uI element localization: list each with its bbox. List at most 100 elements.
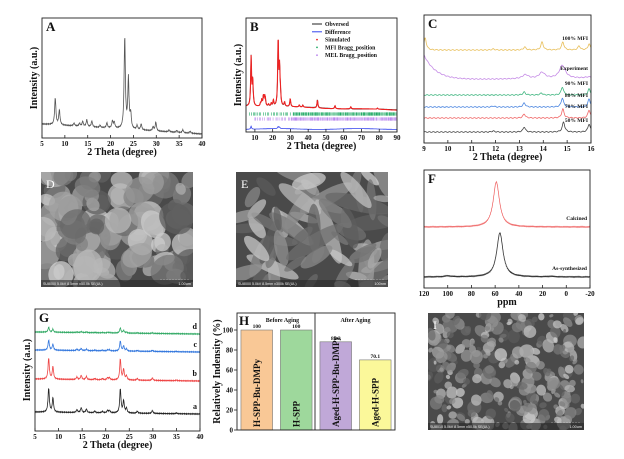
sem-particle — [523, 357, 531, 363]
panel-letter: A — [46, 19, 56, 34]
sem-particle — [110, 172, 133, 189]
sem-particle — [572, 359, 578, 365]
sem-particle — [570, 393, 581, 404]
sem-particle — [104, 207, 132, 234]
x-tick-label: 40 — [515, 290, 523, 298]
sem-image-d: SU8000 5.0kV 8.5mm x50.0k SE(UL) 1.00um D — [41, 172, 193, 287]
sem-particle — [569, 379, 576, 387]
bar-category-label: H-SPP — [291, 400, 301, 427]
sem-particle — [428, 327, 436, 341]
sem-particle — [546, 368, 552, 374]
sem-particle — [469, 349, 483, 365]
bar-value-label: 88.2 — [331, 336, 341, 342]
sem-particle — [244, 186, 261, 208]
sem-image-i: SU8010 5.0kV 8.5mm x50.0k SE(UL) 1.00um I — [428, 313, 584, 430]
group-label: After Aging — [340, 318, 370, 324]
sem-particle — [553, 344, 564, 355]
sem-texture — [428, 313, 584, 430]
series-line-c — [34, 339, 201, 354]
panel-letter: E — [241, 177, 248, 191]
sem-particle — [434, 395, 445, 404]
sem-particle — [498, 337, 504, 343]
sem-particle — [538, 313, 545, 321]
sem-particle — [494, 348, 508, 362]
sem-particle — [340, 172, 372, 209]
x-tick-label: 60 — [340, 134, 348, 142]
panel-letter: C — [428, 16, 437, 31]
sem-particle — [554, 392, 561, 398]
legend-entry: MFI Bragg_position — [325, 45, 376, 51]
sem-texture — [41, 172, 193, 287]
bar-category-label: Aged-H-SPP-Bu-DMPy — [331, 336, 341, 427]
sem-particle — [461, 339, 472, 348]
sem-particle — [560, 323, 569, 333]
x-tick-label: 25 — [130, 140, 138, 148]
legend-swatch — [316, 38, 318, 41]
series-label: Experiment — [560, 66, 588, 72]
sem-particle — [256, 177, 276, 196]
sem-particle — [464, 325, 472, 334]
bar — [280, 329, 313, 431]
chart-panel-h: 100 H-SPP-Bu-DMPy 100 H-SPP 88.2Aged-H-SPP-B… — [212, 312, 396, 435]
sem-particle — [503, 379, 513, 389]
y-axis-label: Intensity (a.u.) — [233, 44, 244, 107]
chart-panel-f: Calcined As-synthesized 120 100 80 60 40 20 0 -20… — [419, 169, 595, 308]
x-tick-label: 25 — [126, 433, 134, 441]
x-axis-label: 2 Theta (degree) — [473, 152, 543, 163]
y-tick-label: 80 — [226, 347, 234, 355]
series-line-as-synthesized — [423, 231, 591, 279]
sem-particle — [444, 351, 458, 362]
sem-particle — [273, 206, 282, 231]
sem-particle — [53, 172, 74, 186]
x-tick-label: -20 — [585, 290, 595, 298]
x-tick-label: 10 — [61, 140, 69, 148]
series-line-70-mfi — [423, 108, 592, 119]
y-tick-label: 0 — [230, 427, 234, 435]
sem-particle — [563, 373, 570, 380]
sem-particle — [563, 317, 573, 327]
panel-letter: G — [39, 310, 49, 325]
x-tick-label: 20 — [269, 134, 277, 142]
sem-particle — [360, 172, 379, 186]
x-tick-label: 9 — [422, 145, 426, 153]
sem-particle — [518, 314, 527, 322]
sem-particle — [567, 348, 575, 354]
sem-particle — [485, 408, 497, 420]
sem-particle — [552, 320, 562, 329]
scale-bar-label: 1.00um — [569, 425, 582, 429]
sem-particle — [122, 243, 153, 268]
sem-particle — [64, 172, 78, 182]
legend-swatch — [316, 54, 318, 57]
sem-particle — [448, 411, 457, 419]
series-label: 100% MFI — [562, 36, 588, 42]
sem-particle — [569, 355, 575, 362]
sem-particle — [181, 172, 193, 189]
sem-particle — [446, 331, 454, 339]
sem-info-bar — [41, 280, 193, 287]
sem-particle — [507, 318, 513, 324]
x-tick-label: 13 — [516, 145, 524, 153]
sem-particle — [318, 198, 352, 229]
scale-bar-label: 100nm — [374, 282, 386, 286]
sem-particle — [447, 387, 457, 399]
sem-particle — [291, 226, 313, 245]
legend-entry: MEL Bragg_position — [325, 53, 378, 59]
sem-particle — [373, 195, 388, 203]
sem-particle — [446, 344, 456, 353]
x-tick-label: 35 — [173, 433, 181, 441]
sem-particle — [434, 323, 445, 334]
y-tick-label: 20 — [226, 407, 234, 415]
sem-particle — [367, 247, 382, 269]
sem-particle — [580, 379, 584, 384]
sem-info-bar — [236, 280, 388, 287]
plot-frame — [34, 308, 201, 432]
sem-particle — [379, 232, 388, 262]
sem-particle — [464, 418, 470, 425]
series-label: As-synthesized — [552, 266, 587, 272]
sem-particle — [510, 375, 519, 387]
sem-particle — [436, 414, 444, 425]
sem-particle — [442, 361, 452, 371]
bar-category-label: Aged-H-SPP — [370, 378, 380, 427]
sem-particle — [248, 216, 266, 239]
